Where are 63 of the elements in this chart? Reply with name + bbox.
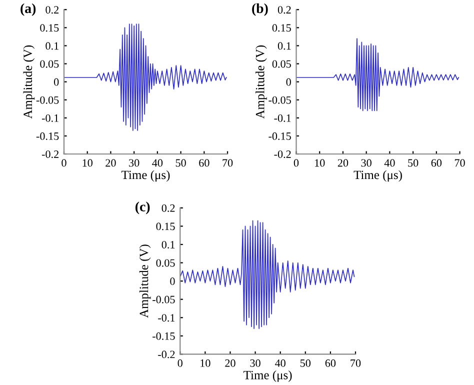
y-axis-title: Amplitude (V) (256, 45, 267, 119)
y-tick-label: 0.2 (278, 6, 291, 14)
chart-title: (c) (136, 202, 150, 214)
y-tick-label: 0.1 (162, 240, 175, 248)
y-tick-label: 0.05 (272, 60, 291, 68)
y-tick-label: -0.05 (36, 96, 59, 104)
x-tick-label: 30 (250, 359, 260, 367)
x-tick-label: 0 (178, 359, 182, 367)
y-tick-label: 0.15 (40, 24, 59, 32)
x-tick-label: 30 (129, 159, 140, 167)
y-tick-label: 0.2 (46, 6, 59, 14)
y-tick-label: 0.1 (46, 42, 58, 50)
y-axis-title: Amplitude (V) (23, 45, 35, 119)
y-tick-label: 0 (170, 278, 175, 286)
x-tick-label: 40 (275, 359, 286, 367)
line-series (180, 220, 355, 330)
y-tick-label: 0.2 (162, 204, 175, 212)
x-axis-title: Time (μs) (244, 370, 292, 382)
x-tick-label: 60 (325, 359, 336, 367)
y-tick-label: -0.2 (158, 350, 175, 358)
x-tick-label: 70 (350, 359, 361, 367)
x-tick-label: 40 (152, 159, 163, 167)
x-tick-label: 50 (408, 159, 418, 167)
x-tick-label: 60 (431, 159, 442, 167)
y-tick-label: -0.15 (268, 132, 291, 140)
y-tick-label: -0.15 (152, 332, 175, 340)
x-axis-title: Time (μs) (354, 170, 402, 182)
x-tick-label: 10 (200, 359, 210, 367)
y-tick-label: 0 (54, 78, 59, 86)
x-tick-label: 20 (106, 159, 116, 167)
y-tick-label: -0.1 (274, 114, 291, 122)
line-series (64, 24, 227, 131)
x-tick-label: 0 (62, 159, 66, 167)
x-tick-label: 70 (222, 159, 233, 167)
y-tick-label: 0 (286, 78, 291, 86)
line-series (296, 38, 460, 112)
x-tick-label: 50 (300, 359, 311, 367)
y-tick-label: -0.05 (152, 296, 175, 304)
y-tick-label: -0.2 (274, 150, 291, 158)
y-tick-label: -0.15 (36, 132, 59, 140)
y-tick-label: 0.15 (272, 24, 291, 32)
x-tick-label: 60 (199, 159, 210, 167)
y-tick-label: 0.05 (40, 60, 59, 68)
x-tick-label: 10 (315, 159, 325, 167)
x-tick-label: 20 (338, 159, 348, 167)
x-tick-label: 20 (225, 359, 236, 367)
x-tick-label: 0 (294, 159, 299, 167)
x-tick-label: 40 (384, 159, 395, 167)
y-tick-label: -0.1 (42, 114, 58, 122)
y-tick-label: 0.1 (278, 42, 291, 50)
y-tick-label: 0.05 (156, 259, 175, 267)
chart-title: (b) (252, 3, 268, 16)
x-tick-label: 50 (176, 159, 186, 167)
x-tick-label: 30 (361, 159, 372, 167)
y-tick-label: -0.05 (268, 96, 291, 104)
y-tick-label: 0.15 (156, 222, 175, 230)
y-axis-title: Amplitude (V) (139, 244, 151, 318)
y-tick-label: -0.1 (158, 314, 175, 322)
y-tick-label: -0.2 (42, 150, 59, 158)
x-tick-label: 10 (82, 159, 92, 167)
x-tick-label: 70 (454, 159, 465, 167)
chart-title: (a) (20, 3, 36, 16)
x-axis-title: Time (μs) (122, 170, 170, 182)
